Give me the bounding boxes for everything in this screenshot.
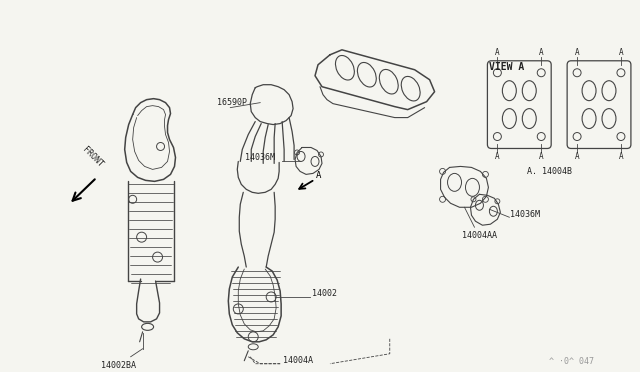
Text: A: A [575, 152, 579, 161]
Text: 14036M: 14036M [245, 153, 275, 162]
Text: ^ ·0^ 047: ^ ·0^ 047 [549, 357, 594, 366]
Text: 14004A: 14004A [283, 356, 313, 365]
Text: 14002: 14002 [312, 289, 337, 298]
Text: A: A [539, 152, 543, 161]
Text: VIEW A: VIEW A [490, 62, 525, 72]
Text: 14002BA: 14002BA [100, 361, 136, 370]
Text: A. 14004B: A. 14004B [527, 167, 572, 176]
Text: 14004AA: 14004AA [461, 231, 497, 240]
Text: A: A [495, 152, 500, 161]
Text: A: A [316, 171, 321, 180]
Text: A: A [495, 48, 500, 57]
Text: A: A [575, 48, 579, 57]
Text: FRONT: FRONT [81, 145, 105, 169]
Text: A: A [619, 48, 623, 57]
Text: 14036M: 14036M [510, 210, 540, 219]
Text: 16590P: 16590P [218, 98, 247, 107]
Text: A: A [539, 48, 543, 57]
Text: A: A [619, 152, 623, 161]
